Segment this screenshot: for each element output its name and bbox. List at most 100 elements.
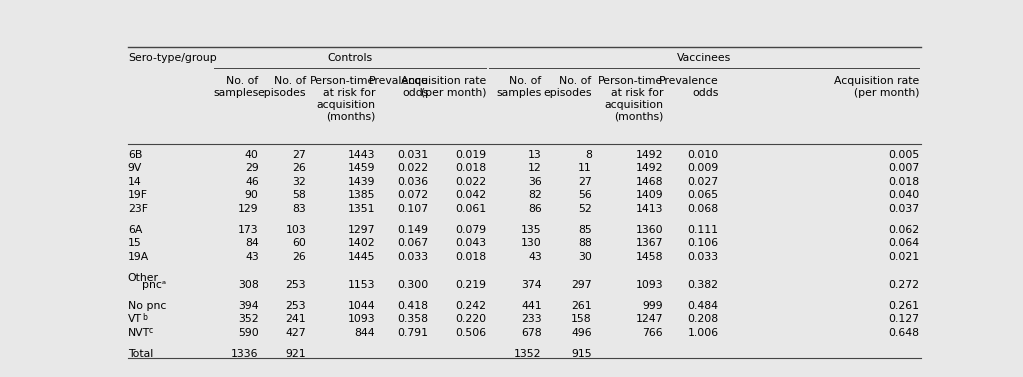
Text: 103: 103: [285, 225, 306, 234]
Text: 1413: 1413: [635, 204, 663, 214]
Text: Other: Other: [128, 273, 159, 283]
Text: 1352: 1352: [515, 349, 542, 359]
Text: 36: 36: [528, 177, 542, 187]
Text: 233: 233: [521, 314, 542, 325]
Text: 0.043: 0.043: [455, 238, 486, 248]
Text: No. of
episodes: No. of episodes: [543, 76, 591, 98]
Text: 1492: 1492: [635, 150, 663, 160]
Text: 85: 85: [578, 225, 591, 234]
Text: 1351: 1351: [348, 204, 375, 214]
Text: 308: 308: [238, 280, 259, 290]
Text: 1153: 1153: [348, 280, 375, 290]
Text: 26: 26: [293, 252, 306, 262]
Text: 0.018: 0.018: [455, 163, 486, 173]
Text: 241: 241: [285, 314, 306, 325]
Text: 8: 8: [585, 150, 591, 160]
Text: 23F: 23F: [128, 204, 148, 214]
Text: No pnc: No pnc: [128, 301, 167, 311]
Text: 0.064: 0.064: [888, 238, 919, 248]
Text: 1367: 1367: [635, 238, 663, 248]
Text: 0.062: 0.062: [888, 225, 919, 234]
Text: Total: Total: [128, 349, 153, 359]
Text: 1439: 1439: [348, 177, 375, 187]
Text: 83: 83: [293, 204, 306, 214]
Text: 0.007: 0.007: [888, 163, 919, 173]
Text: 427: 427: [285, 328, 306, 338]
Text: 0.300: 0.300: [397, 280, 429, 290]
Text: 0.018: 0.018: [455, 252, 486, 262]
Text: 90: 90: [244, 190, 259, 200]
Text: 590: 590: [238, 328, 259, 338]
Text: 1.006: 1.006: [687, 328, 718, 338]
Text: 0.042: 0.042: [455, 190, 486, 200]
Text: VT: VT: [128, 314, 142, 325]
Text: 158: 158: [571, 314, 591, 325]
Text: 26: 26: [293, 163, 306, 173]
Text: 0.037: 0.037: [888, 204, 919, 214]
Text: 86: 86: [528, 204, 542, 214]
Text: 129: 129: [238, 204, 259, 214]
Text: 29: 29: [244, 163, 259, 173]
Text: 1093: 1093: [348, 314, 375, 325]
Text: 352: 352: [238, 314, 259, 325]
Text: 253: 253: [285, 280, 306, 290]
Text: 496: 496: [571, 328, 591, 338]
Text: 0.418: 0.418: [397, 301, 429, 311]
Text: 0.484: 0.484: [687, 301, 718, 311]
Text: 0.022: 0.022: [455, 177, 486, 187]
Text: 82: 82: [528, 190, 542, 200]
Text: 0.068: 0.068: [687, 204, 718, 214]
Text: 0.272: 0.272: [888, 280, 919, 290]
Text: 52: 52: [578, 204, 591, 214]
Text: 12: 12: [528, 163, 542, 173]
Text: 1492: 1492: [635, 163, 663, 173]
Text: 0.106: 0.106: [687, 238, 718, 248]
Text: 19A: 19A: [128, 252, 149, 262]
Text: 1336: 1336: [231, 349, 259, 359]
Text: 0.791: 0.791: [397, 328, 429, 338]
Text: No. of
samples: No. of samples: [214, 76, 259, 98]
Text: No. of
samples: No. of samples: [496, 76, 542, 98]
Text: Person-time
at risk for
acquisition
(months): Person-time at risk for acquisition (mon…: [310, 76, 375, 122]
Text: 0.079: 0.079: [455, 225, 486, 234]
Text: 1445: 1445: [348, 252, 375, 262]
Text: 1044: 1044: [348, 301, 375, 311]
Text: 58: 58: [293, 190, 306, 200]
Text: 60: 60: [293, 238, 306, 248]
Text: 13: 13: [528, 150, 542, 160]
Text: 46: 46: [244, 177, 259, 187]
Text: 56: 56: [578, 190, 591, 200]
Text: 915: 915: [571, 349, 591, 359]
Text: 374: 374: [521, 280, 542, 290]
Text: 0.072: 0.072: [397, 190, 429, 200]
Text: 88: 88: [578, 238, 591, 248]
Text: 0.033: 0.033: [397, 252, 429, 262]
Text: 15: 15: [128, 238, 141, 248]
Text: 253: 253: [285, 301, 306, 311]
Text: Controls: Controls: [327, 53, 372, 63]
Text: 1458: 1458: [635, 252, 663, 262]
Text: 11: 11: [578, 163, 591, 173]
Text: 1468: 1468: [635, 177, 663, 187]
Text: 43: 43: [244, 252, 259, 262]
Text: 1297: 1297: [348, 225, 375, 234]
Text: Sero-type/group: Sero-type/group: [128, 53, 217, 63]
Text: 0.382: 0.382: [687, 280, 718, 290]
Text: Vaccinees: Vaccinees: [677, 53, 731, 63]
Text: 0.242: 0.242: [455, 301, 486, 311]
Text: 0.261: 0.261: [888, 301, 919, 311]
Text: 1093: 1093: [635, 280, 663, 290]
Text: 0.010: 0.010: [687, 150, 718, 160]
Text: 0.065: 0.065: [687, 190, 718, 200]
Text: 1385: 1385: [348, 190, 375, 200]
Text: 135: 135: [521, 225, 542, 234]
Text: 0.019: 0.019: [455, 150, 486, 160]
Text: 1247: 1247: [635, 314, 663, 325]
Text: 0.506: 0.506: [455, 328, 486, 338]
Text: 0.031: 0.031: [397, 150, 429, 160]
Text: 30: 30: [578, 252, 591, 262]
Text: Acquisition rate
(per month): Acquisition rate (per month): [834, 76, 919, 98]
Text: 0.040: 0.040: [888, 190, 919, 200]
Text: 0.067: 0.067: [397, 238, 429, 248]
Text: 43: 43: [528, 252, 542, 262]
